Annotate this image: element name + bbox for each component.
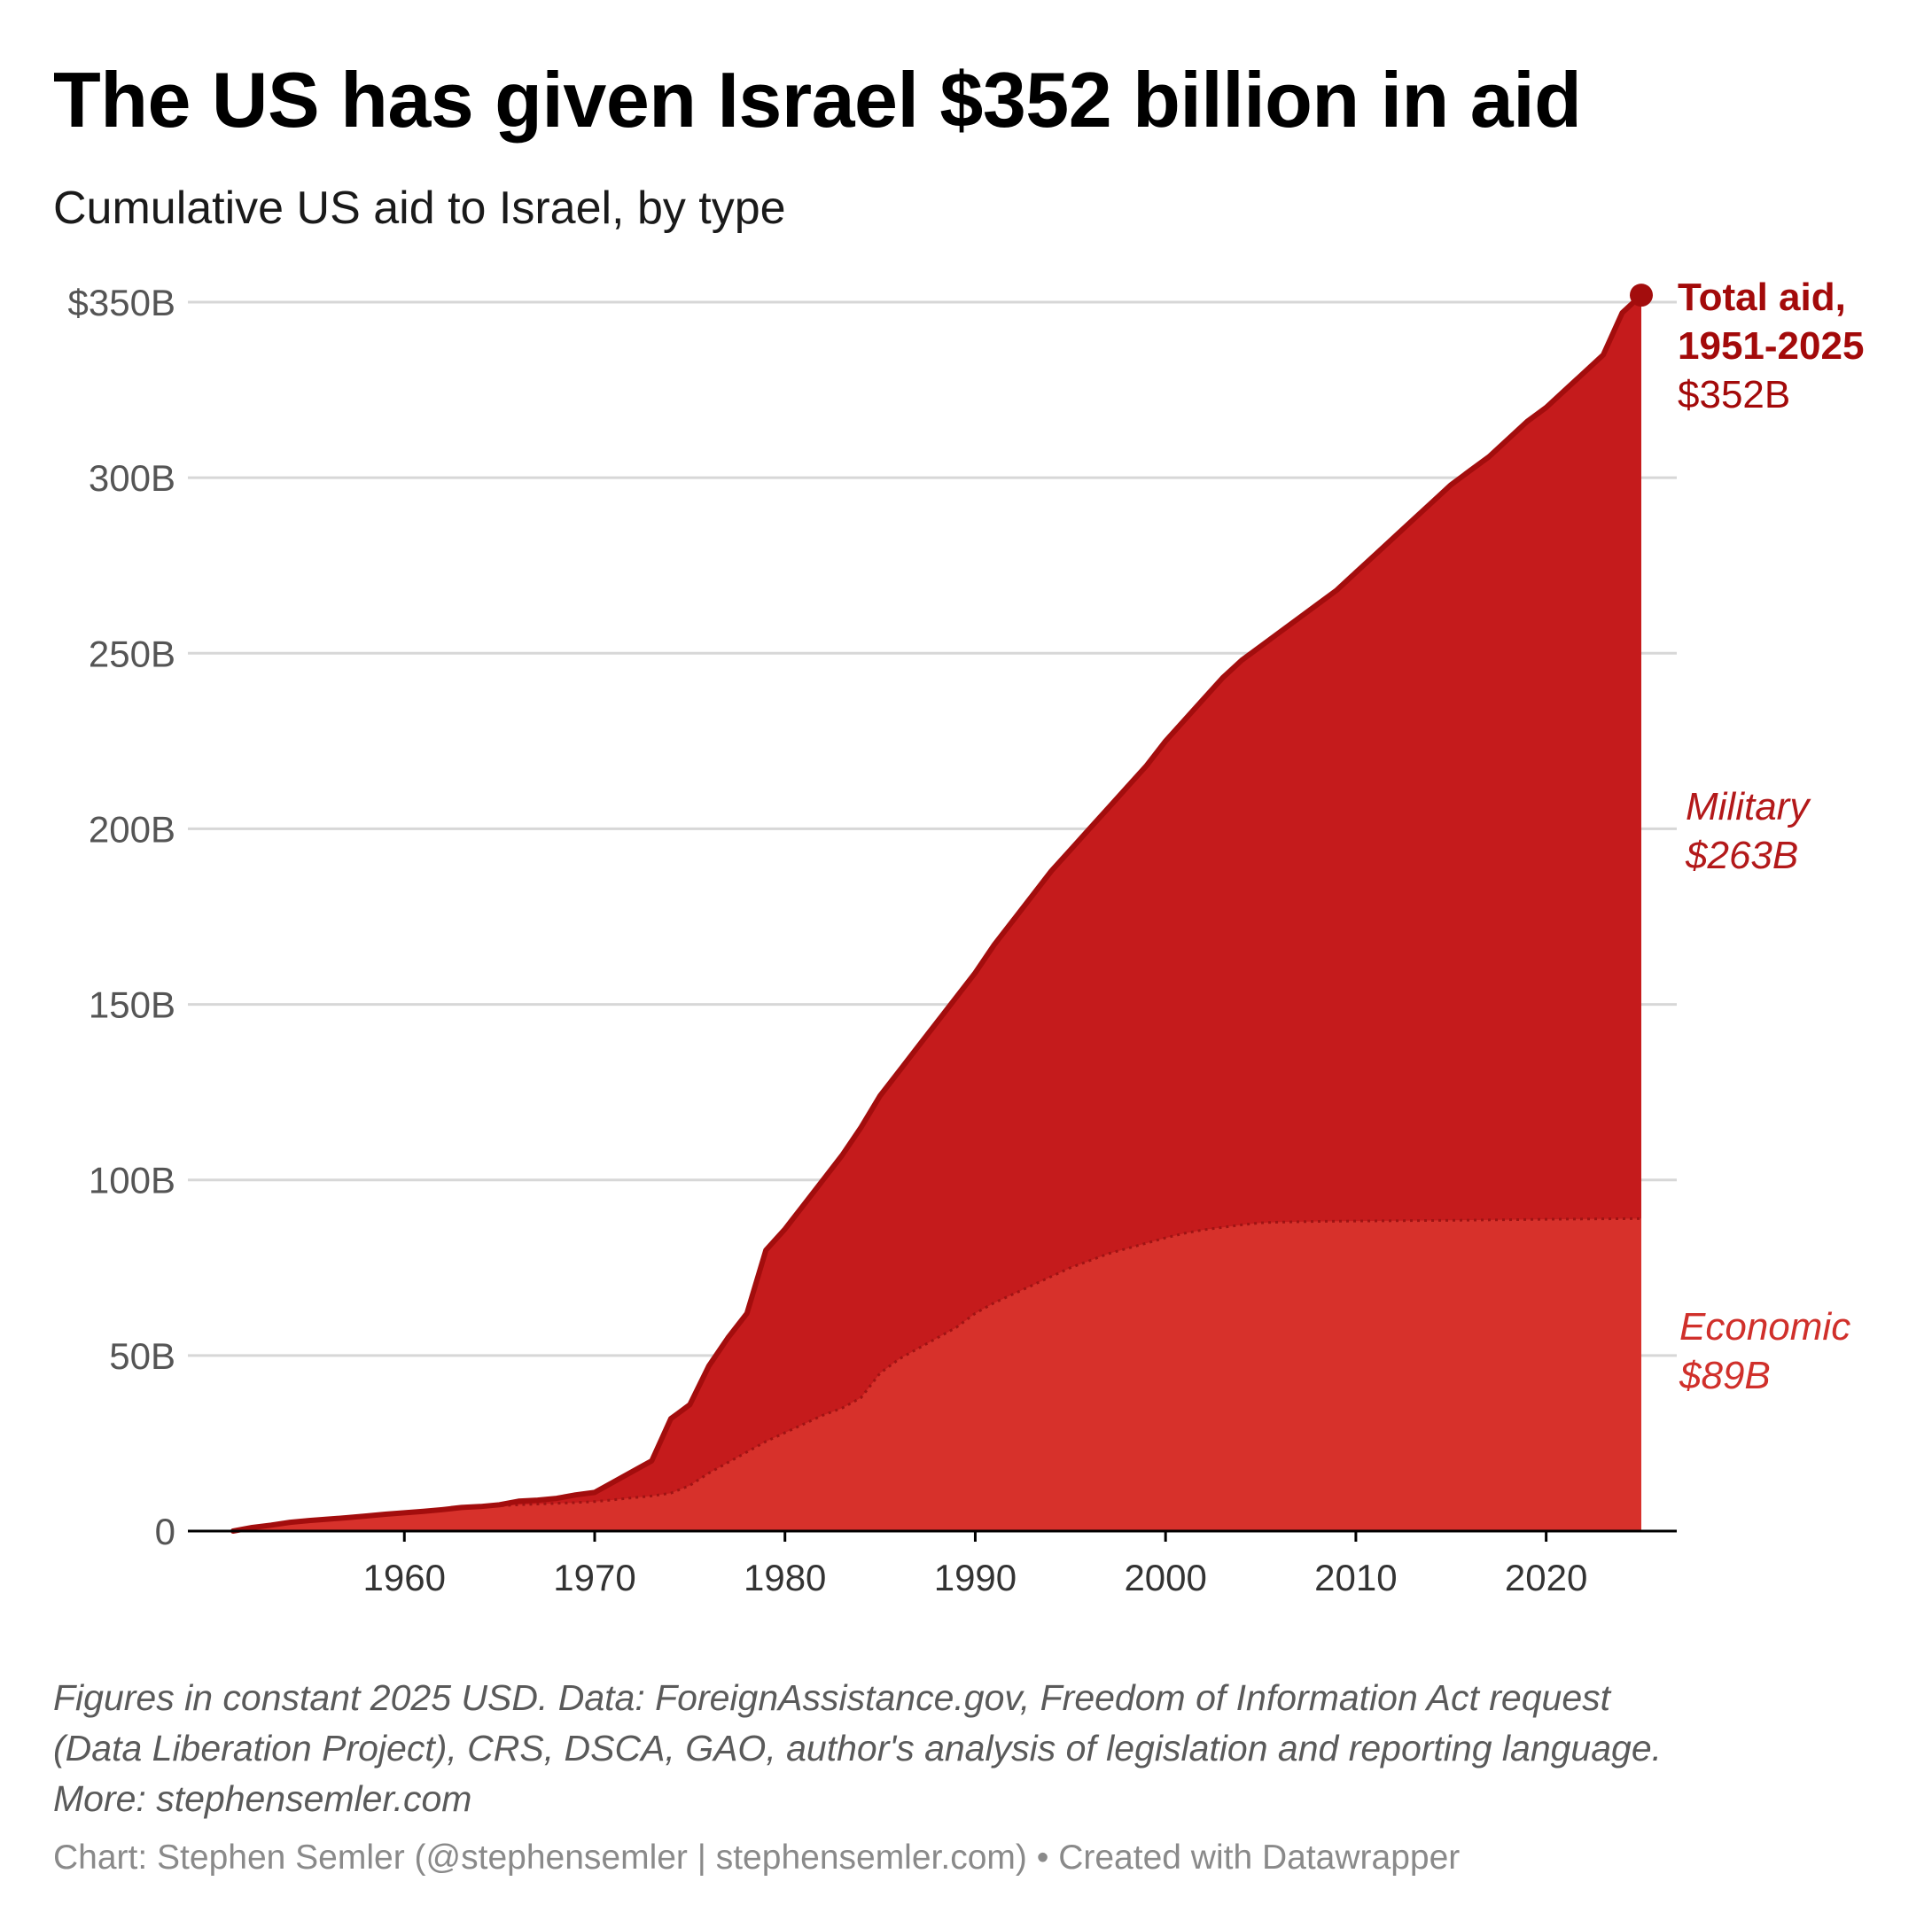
total-label-value: $352B: [1678, 373, 1790, 416]
x-tick-label-1970: 1970: [553, 1557, 635, 1598]
y-tick-label-350: $350B: [68, 282, 175, 323]
total-label-line1: Total aid,: [1678, 276, 1846, 319]
x-tick-label-1960: 1960: [363, 1557, 446, 1598]
x-axis-ticks: 1960 1970 1980 1990 2000 2010 2020: [363, 1531, 1587, 1598]
x-tick-label-1980: 1980: [744, 1557, 826, 1598]
total-aid-line: [230, 292, 1644, 1534]
x-tick-label-2010: 2010: [1314, 1557, 1397, 1598]
x-tick-label-2000: 2000: [1124, 1557, 1206, 1598]
source-notes-line2: (Data Liberation Project), CRS, DSCA, GA…: [53, 1728, 1663, 1769]
economic-label-name: Economic: [1679, 1305, 1850, 1349]
y-tick-label-300: 300B: [89, 457, 175, 499]
chart-title: The US has given Israel $352 billion in …: [53, 56, 1582, 144]
y-tick-label-200: 200B: [89, 808, 175, 850]
chart-subtitle: Cumulative US aid to Israel, by type: [53, 183, 786, 234]
y-tick-label-250: 250B: [89, 633, 175, 674]
y-tick-label-150: 150B: [89, 984, 175, 1026]
source-notes: Figures in constant 2025 USD. Data: Fore…: [53, 1673, 1879, 1824]
chart-credit: Chart: Stephen Semler (@stephensemler | …: [53, 1839, 1461, 1877]
x-tick-label-1990: 1990: [934, 1557, 1017, 1598]
y-tick-label-100: 100B: [89, 1160, 175, 1201]
y-tick-label-50: 50B: [109, 1335, 175, 1377]
military-label-name: Military: [1686, 785, 1811, 828]
y-tick-label-0: 0: [155, 1511, 175, 1552]
source-notes-line1: Figures in constant 2025 USD. Data: Fore…: [53, 1677, 1611, 1718]
total-endpoint-dot: [1630, 284, 1653, 307]
source-notes-line3: More: stephensemler.com: [53, 1778, 472, 1819]
total-label-line2: 1951-2025: [1678, 324, 1864, 368]
economic-area: [233, 1218, 1641, 1531]
economic-label-value: $89B: [1679, 1354, 1771, 1397]
military-label-value: $263B: [1685, 834, 1798, 877]
y-axis-ticks: $350B 300B 250B 200B 150B 100B 50B 0: [68, 282, 175, 1552]
x-tick-label-2020: 2020: [1505, 1557, 1587, 1598]
economic-boundary-line: [232, 1217, 1642, 1533]
